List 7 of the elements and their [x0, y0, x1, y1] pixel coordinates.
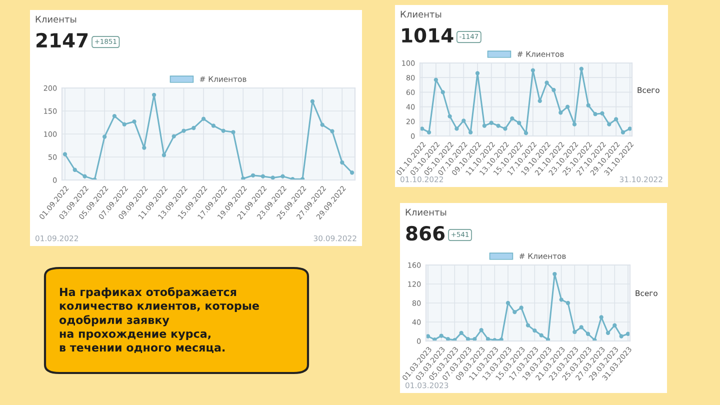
text: На графиках отображается количество клиентов, которые одобрили заявку на прохождение курса, в течении одного месяца. — [59, 287, 259, 354]
chart-title: Клиенты — [36, 16, 76, 23]
chart-title: Клиенты — [400, 10, 442, 18]
chart-subtitle: 866 — [406, 226, 445, 241]
chart-subtitle: 2147 — [36, 32, 88, 48]
chart-title: Клиенты — [406, 208, 446, 216]
chart-subtitle: 1014 — [402, 28, 454, 43]
